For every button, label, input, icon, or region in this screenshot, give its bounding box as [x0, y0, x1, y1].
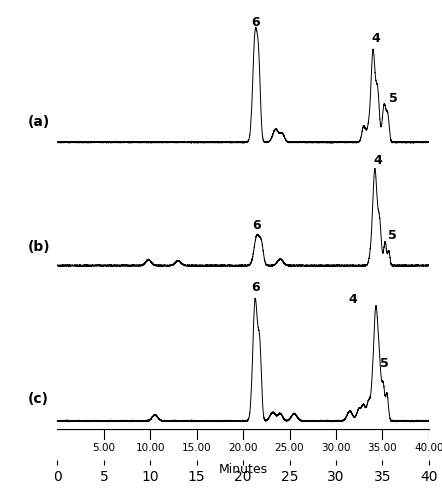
Text: 4: 4	[373, 154, 382, 166]
Text: 5: 5	[388, 229, 397, 242]
Text: (a): (a)	[28, 115, 50, 129]
Text: 4: 4	[348, 293, 357, 306]
Text: 6: 6	[251, 281, 259, 294]
Text: 15.00: 15.00	[182, 443, 212, 453]
Text: 35.00: 35.00	[367, 443, 397, 453]
Text: 30.00: 30.00	[321, 443, 351, 453]
Text: Minutes: Minutes	[218, 463, 268, 476]
Text: (c): (c)	[28, 392, 49, 406]
Text: 5.00: 5.00	[92, 443, 115, 453]
Text: 25.00: 25.00	[274, 443, 305, 453]
Text: 5: 5	[380, 357, 389, 370]
Text: 6: 6	[253, 218, 261, 232]
Text: 20.00: 20.00	[229, 443, 258, 453]
Text: 40.00: 40.00	[414, 443, 442, 453]
Text: 4: 4	[371, 32, 380, 46]
Text: 10.00: 10.00	[136, 443, 165, 453]
Text: (b): (b)	[28, 240, 50, 254]
Text: 6: 6	[251, 16, 259, 30]
Text: 5: 5	[389, 92, 398, 104]
